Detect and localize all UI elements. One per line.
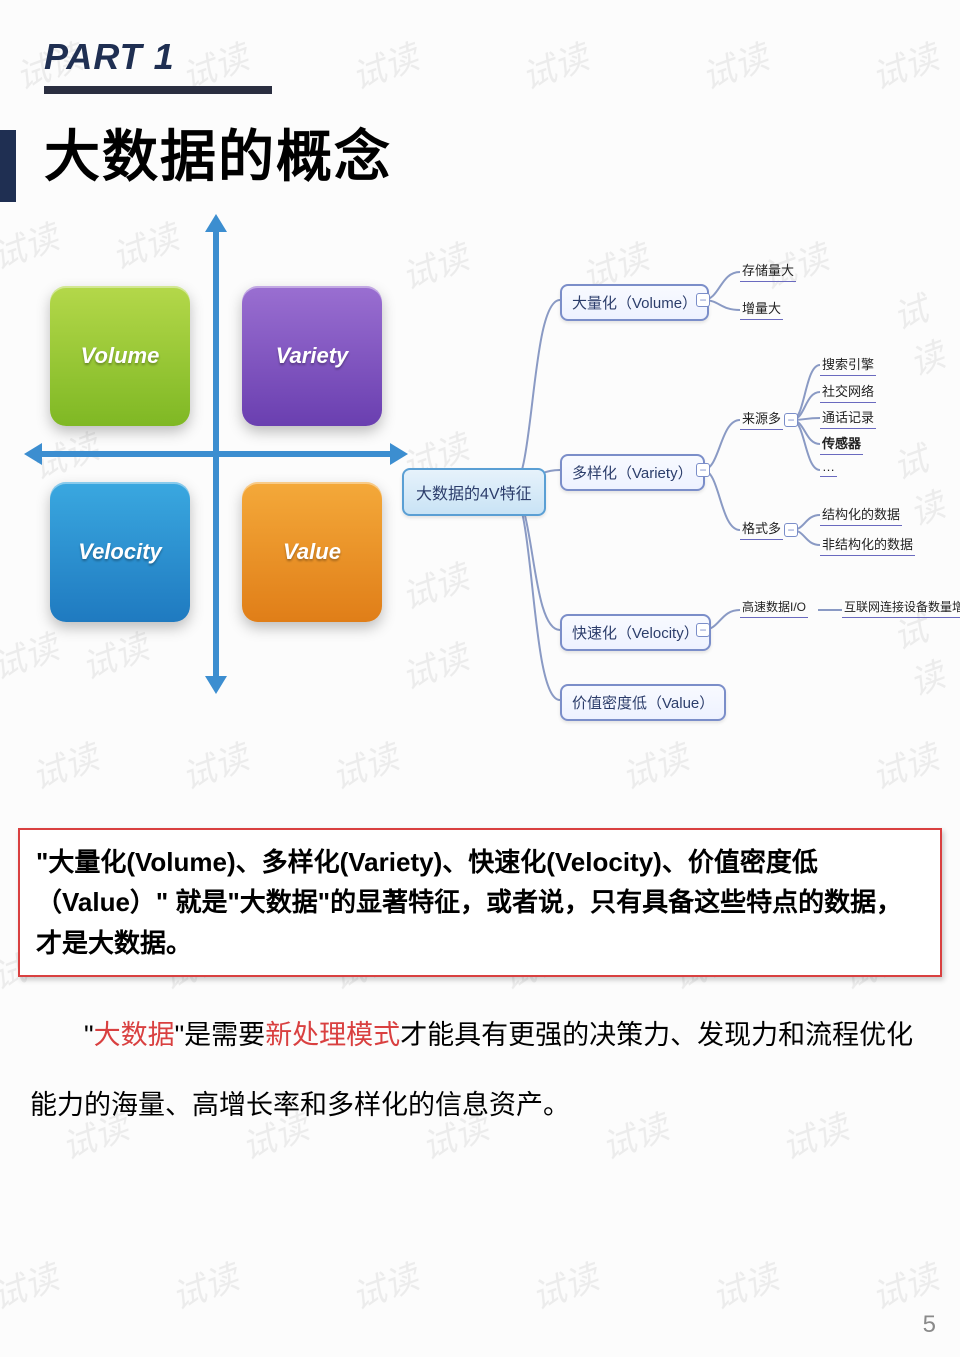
mindmap-leaf: 互联网连接设备数量增长: [842, 598, 960, 618]
mindmap-node-volume: 大量化（Volume）: [560, 284, 709, 321]
arrow-left-icon: [24, 443, 42, 465]
title-accent-bar: [0, 130, 16, 202]
watermark: 试读: [514, 30, 595, 99]
mindmap-sub: 高速数据I/O: [740, 598, 808, 618]
mindmap-leaf: 增量大: [740, 298, 783, 320]
arrow-down-icon: [205, 676, 227, 694]
watermark: 试读: [694, 30, 775, 99]
quadrant-box-velocity: Velocity: [50, 482, 190, 622]
collapse-icon: −: [784, 523, 798, 537]
watermark: 试读: [864, 1250, 945, 1319]
mindmap-root: 大数据的4V特征: [402, 468, 546, 516]
mindmap-leaf: …: [820, 459, 837, 477]
watermark: 试读: [174, 730, 255, 799]
watermark: 试读: [24, 730, 105, 799]
mindmap-leaf: 存储量大: [740, 260, 796, 282]
mindmap-sub: 来源多: [740, 408, 783, 430]
part-underline: [44, 86, 272, 94]
mindmap-diagram: 大数据的4V特征 大量化（Volume） − 存储量大 增量大 多样化（Vari…: [400, 240, 960, 760]
mindmap-sub: 格式多: [740, 518, 783, 540]
body-paragraph: "大数据"是需要新处理模式才能具有更强的决策力、发现力和流程优化能力的海量、高增…: [30, 1000, 930, 1140]
quadrant-box-value: Value: [242, 482, 382, 622]
mindmap-leaf: 社交网络: [820, 381, 876, 403]
mindmap-leaf: 传感器: [820, 433, 863, 455]
part-label: PART 1: [44, 36, 175, 78]
highlight-text: 新处理模式: [265, 1020, 400, 1050]
quote-open: ": [84, 1020, 94, 1050]
mindmap-node-variety: 多样化（Variety）: [560, 454, 705, 491]
callout-box: "大量化(Volume)、多样化(Variety)、快速化(Velocity)、…: [18, 828, 942, 977]
collapse-icon: −: [696, 623, 710, 637]
page-title: 大数据的概念: [44, 112, 392, 193]
highlight-text: 大数据: [94, 1020, 175, 1050]
mindmap-leaf: 非结构化的数据: [820, 534, 915, 556]
mindmap-leaf: 结构化的数据: [820, 504, 902, 526]
collapse-icon: −: [696, 293, 710, 307]
mindmap-leaf: 通话记录: [820, 407, 876, 429]
page-number: 5: [923, 1311, 936, 1339]
collapse-icon: −: [696, 463, 710, 477]
quadrant-diagram: Volume Variety Velocity Value: [36, 226, 396, 682]
axis-horizontal: [36, 451, 396, 457]
watermark: 试读: [0, 1250, 64, 1319]
mindmap-node-velocity: 快速化（Velocity）: [560, 614, 711, 651]
watermark: 试读: [704, 1250, 785, 1319]
watermark: 试读: [324, 730, 405, 799]
para-text: "是需要: [175, 1020, 266, 1050]
arrow-up-icon: [205, 214, 227, 232]
mindmap-leaf: 搜索引擎: [820, 354, 876, 376]
collapse-icon: −: [784, 413, 798, 427]
quadrant-box-volume: Volume: [50, 286, 190, 426]
mindmap-node-value: 价值密度低（Value）: [560, 684, 726, 721]
watermark: 试读: [344, 30, 425, 99]
quadrant-box-variety: Variety: [242, 286, 382, 426]
watermark: 试读: [864, 30, 945, 99]
watermark: 试读: [164, 1250, 245, 1319]
watermark: 试读: [524, 1250, 605, 1319]
watermark: 试读: [344, 1250, 425, 1319]
